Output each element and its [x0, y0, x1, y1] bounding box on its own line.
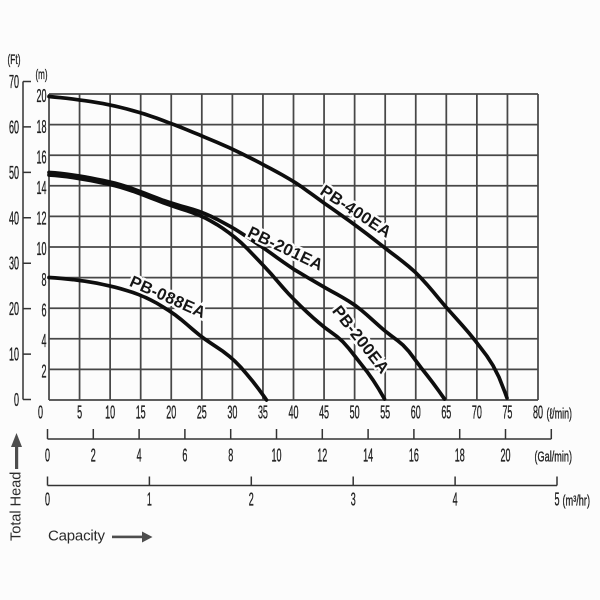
svg-text:4: 4	[453, 490, 458, 510]
svg-text:6: 6	[42, 300, 47, 320]
svg-text:50: 50	[9, 163, 19, 183]
svg-text:2: 2	[42, 362, 47, 382]
svg-text:2: 2	[249, 490, 254, 510]
svg-text:45: 45	[319, 403, 329, 423]
svg-text:(Gal/min): (Gal/min)	[535, 450, 573, 466]
svg-text:1: 1	[147, 490, 152, 510]
svg-text:14: 14	[37, 178, 47, 198]
svg-text:35: 35	[258, 403, 268, 423]
svg-text:12: 12	[37, 209, 47, 229]
svg-text:20: 20	[37, 86, 47, 106]
svg-text:60: 60	[9, 117, 19, 137]
svg-text:40: 40	[9, 208, 19, 228]
svg-text:16: 16	[37, 147, 47, 167]
svg-text:4: 4	[42, 331, 47, 351]
svg-text:0: 0	[38, 403, 43, 423]
svg-text:(Ft): (Ft)	[8, 51, 21, 67]
svg-text:PB-400EA: PB-400EA	[317, 182, 395, 242]
svg-text:0: 0	[45, 446, 50, 466]
svg-text:60: 60	[411, 403, 421, 423]
svg-text:(ℓ/min): (ℓ/min)	[547, 407, 573, 423]
svg-text:30: 30	[227, 403, 237, 423]
svg-text:14: 14	[363, 446, 373, 466]
svg-text:16: 16	[409, 446, 419, 466]
svg-text:70: 70	[9, 72, 19, 92]
svg-text:(m³/hr): (m³/hr)	[563, 494, 591, 510]
svg-text:75: 75	[502, 403, 512, 423]
svg-text:80: 80	[533, 403, 543, 423]
svg-text:40: 40	[289, 403, 299, 423]
svg-text:Capacity: Capacity	[48, 528, 106, 545]
svg-text:10: 10	[272, 446, 282, 466]
svg-text:20: 20	[166, 403, 176, 423]
svg-text:70: 70	[472, 403, 482, 423]
svg-text:18: 18	[37, 117, 47, 137]
svg-text:20: 20	[501, 446, 511, 466]
svg-text:50: 50	[350, 403, 360, 423]
svg-text:6: 6	[182, 446, 187, 466]
svg-text:PB-088EA: PB-088EA	[127, 273, 209, 323]
svg-text:2: 2	[91, 446, 96, 466]
svg-text:55: 55	[380, 403, 390, 423]
svg-text:8: 8	[228, 446, 233, 466]
svg-text:5: 5	[555, 490, 560, 510]
svg-text:10: 10	[105, 403, 115, 423]
svg-text:(m): (m)	[36, 66, 48, 82]
svg-text:65: 65	[441, 403, 451, 423]
svg-text:0: 0	[14, 390, 19, 410]
svg-text:8: 8	[42, 270, 47, 290]
svg-text:20: 20	[9, 299, 19, 319]
svg-text:4: 4	[137, 446, 142, 466]
svg-text:10: 10	[9, 345, 19, 365]
svg-text:0: 0	[45, 490, 50, 510]
svg-text:PB-201EA: PB-201EA	[245, 223, 326, 274]
svg-text:Total Head: Total Head	[9, 472, 25, 541]
svg-text:10: 10	[37, 239, 47, 259]
svg-text:15: 15	[136, 403, 146, 423]
svg-text:25: 25	[197, 403, 207, 423]
svg-text:18: 18	[455, 446, 465, 466]
svg-text:30: 30	[9, 254, 19, 274]
svg-text:5: 5	[77, 403, 82, 423]
svg-text:3: 3	[351, 490, 356, 510]
svg-text:12: 12	[317, 446, 327, 466]
